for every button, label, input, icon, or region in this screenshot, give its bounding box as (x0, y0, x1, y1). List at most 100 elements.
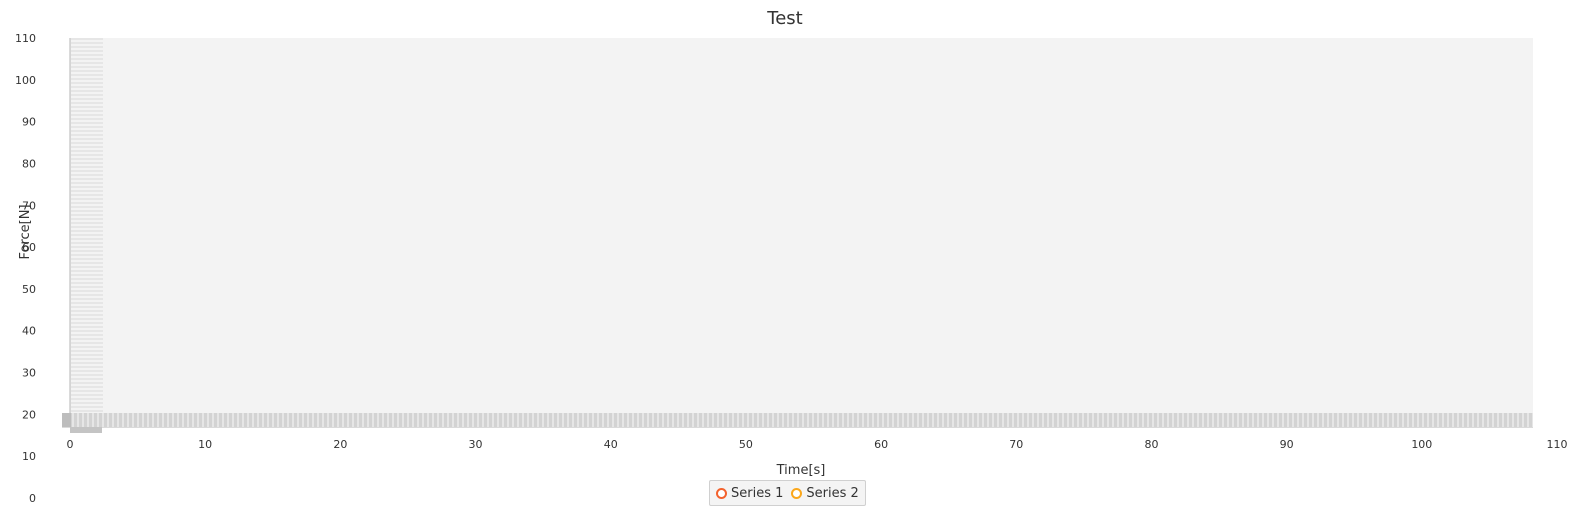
x-tick-label: 90 (1280, 438, 1294, 451)
scroll-band-stripe (1014, 413, 1017, 427)
scroll-band-stripe (394, 413, 397, 427)
scroll-band-stripe (1144, 413, 1147, 427)
y-tick-label: 70 (22, 199, 36, 212)
x-tick-label: 40 (604, 438, 618, 451)
scroll-band-stripe (844, 413, 847, 427)
scroll-band-stripe (1394, 413, 1397, 427)
scroll-band-stripe (914, 413, 917, 427)
scroll-band-stripe (704, 413, 707, 427)
scroll-band-stripe (344, 413, 347, 427)
scroll-band (62, 413, 1533, 427)
scroll-band-stripe (89, 413, 92, 427)
scroll-band-stripe (1509, 413, 1512, 427)
scroll-band-stripe (1229, 413, 1232, 427)
scroll-band-stripe (164, 413, 167, 427)
y-axis-label: Force[N] (18, 204, 33, 259)
scroll-band-stripe (1109, 413, 1112, 427)
x-tick-label: 30 (469, 438, 483, 451)
scroll-band-stripe (594, 413, 597, 427)
x-axis-scroll-band[interactable] (62, 413, 1533, 433)
scroll-band-stripe (1389, 413, 1392, 427)
scroll-band-stripe (759, 413, 762, 427)
scroll-band-stripe (1059, 413, 1062, 427)
scroll-band-stripe (849, 413, 852, 427)
legend-item-series-2[interactable]: Series 2 (791, 486, 859, 501)
scroll-band-stripe (179, 413, 182, 427)
y-tick-label: 90 (22, 116, 36, 129)
scroll-band-stripe (1209, 413, 1212, 427)
scroll-band-stripe (1464, 413, 1467, 427)
scroll-band-stripe (1094, 413, 1097, 427)
scroll-band-stripe (1069, 413, 1072, 427)
scroll-band-stripe (204, 413, 207, 427)
scroll-band-stripe (254, 413, 257, 427)
scroll-band-stripe (404, 413, 407, 427)
scroll-band-stripe (1349, 413, 1352, 427)
scroll-band-stripe (339, 413, 342, 427)
scroll-band-stripe (1529, 413, 1532, 427)
scroll-band-stripe (1484, 413, 1487, 427)
scroll-band-stripe (454, 413, 457, 427)
scroll-band-stripe (794, 413, 797, 427)
scroll-band-stripe (494, 413, 497, 427)
scroll-band-stripe (774, 413, 777, 427)
scroll-band-stripe (549, 413, 552, 427)
scroll-band-stripe (1319, 413, 1322, 427)
scroll-band-stripe (1009, 413, 1012, 427)
scroll-band-stripe (364, 413, 367, 427)
scroll-thumb[interactable] (62, 413, 71, 427)
scroll-band-stripe (819, 413, 822, 427)
scroll-band-stripe (94, 413, 97, 427)
scroll-band-stripe (319, 413, 322, 427)
scroll-band-stripe (1264, 413, 1267, 427)
scroll-band-stripe (829, 413, 832, 427)
scroll-band-stripe (669, 413, 672, 427)
scroll-band-stripe (1179, 413, 1182, 427)
scroll-band-stripe (489, 413, 492, 427)
x-axis-ticks: 0 10 20 30 40 50 60 70 80 90 100 110 (67, 438, 1568, 451)
scroll-band-stripe (1294, 413, 1297, 427)
scroll-band-stripe (1164, 413, 1167, 427)
scroll-band-stripe (334, 413, 337, 427)
scroll-band-stripe (589, 413, 592, 427)
scroll-band-stripe (159, 413, 162, 427)
scroll-band-stripe (1034, 413, 1037, 427)
scroll-band-stripe (109, 413, 112, 427)
scroll-band-stripe (199, 413, 202, 427)
scroll-band-stripe (1064, 413, 1067, 427)
scroll-band-stripe (474, 413, 477, 427)
scroll-band-stripe (1379, 413, 1382, 427)
scroll-band-stripe (659, 413, 662, 427)
scroll-band-stripe (624, 413, 627, 427)
scroll-band-stripe (1249, 413, 1252, 427)
scroll-band-stripe (884, 413, 887, 427)
scroll-band-stripe (469, 413, 472, 427)
scroll-band-stripe (1289, 413, 1292, 427)
scroll-band-stripe (1044, 413, 1047, 427)
scroll-band-stripe (484, 413, 487, 427)
scroll-band-stripe (1309, 413, 1312, 427)
scroll-band-stripe (1344, 413, 1347, 427)
scroll-band-stripe (499, 413, 502, 427)
scroll-band-stripe (614, 413, 617, 427)
legend-item-series-1[interactable]: Series 1 (716, 486, 783, 501)
scroll-band-stripe (929, 413, 932, 427)
scroll-band-stripe (349, 413, 352, 427)
scroll-band-stripe (1479, 413, 1482, 427)
scroll-band-stripe (1414, 413, 1417, 427)
scroll-band-stripe (894, 413, 897, 427)
scroll-band-stripe (679, 413, 682, 427)
scroll-band-stripe (1174, 413, 1177, 427)
scroll-band-stripe (519, 413, 522, 427)
zoom-handle[interactable] (70, 427, 102, 433)
scroll-band-stripe (214, 413, 217, 427)
scroll-band-stripe (1469, 413, 1472, 427)
scroll-band-stripe (1429, 413, 1432, 427)
scroll-band-stripe (359, 413, 362, 427)
scroll-band-stripe (124, 413, 127, 427)
scroll-band-stripe (689, 413, 692, 427)
scroll-band-stripe (824, 413, 827, 427)
scroll-band-stripe (544, 413, 547, 427)
scroll-band-stripe (1474, 413, 1477, 427)
